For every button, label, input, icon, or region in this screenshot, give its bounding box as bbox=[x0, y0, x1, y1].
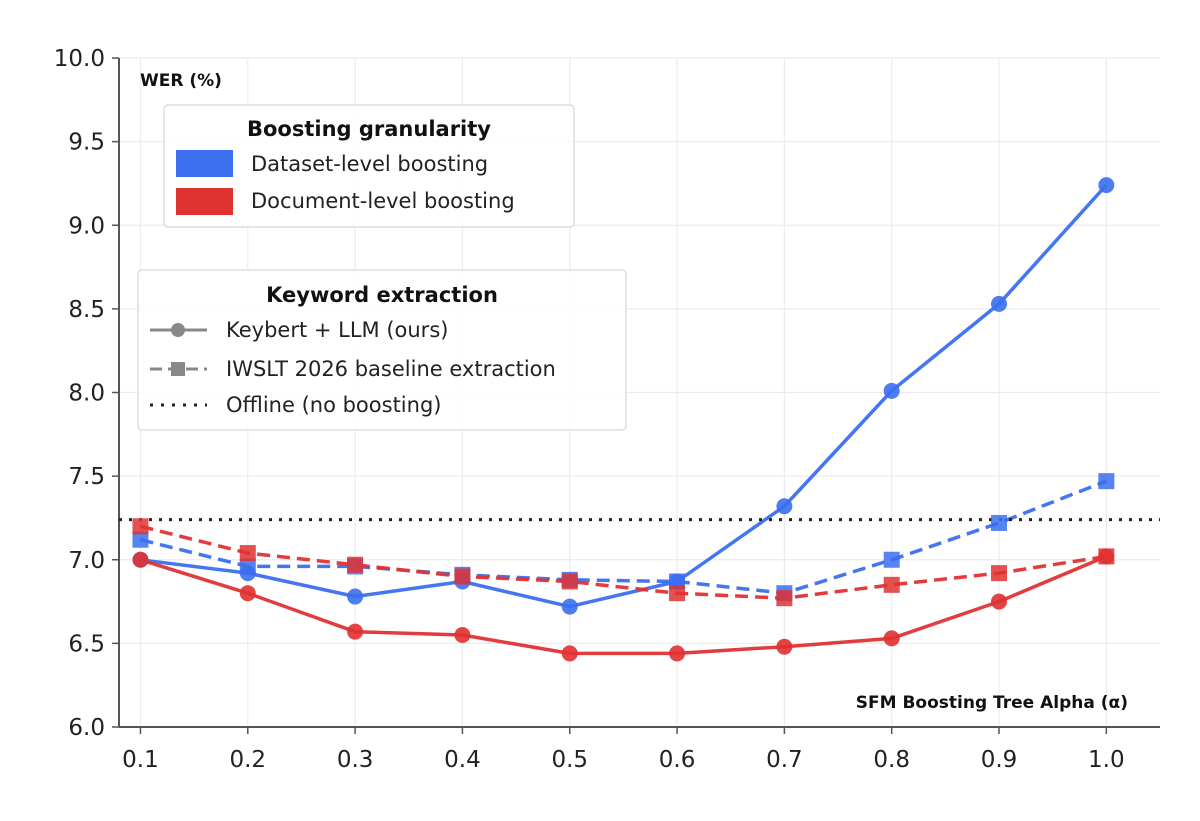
legend-baseline-marker bbox=[171, 362, 185, 376]
data-point-dataset-keybert bbox=[347, 588, 364, 605]
data-point-document-baseline bbox=[454, 568, 471, 585]
legend-granularity-title: Boosting granularity bbox=[247, 117, 491, 141]
legend-extraction-frame bbox=[137, 269, 627, 431]
series-line-dataset-baseline bbox=[140, 479, 1107, 595]
axes bbox=[112, 57, 1160, 734]
y-tick-label: 6.5 bbox=[68, 631, 105, 657]
data-point-document-baseline bbox=[132, 518, 149, 535]
x-tick-label: 0.2 bbox=[229, 747, 266, 773]
data-point-document-keybert bbox=[883, 630, 900, 647]
x-axis-title: SFM Boosting Tree Alpha (α) bbox=[856, 693, 1128, 713]
data-point-dataset-baseline bbox=[132, 531, 149, 548]
data-point-dataset-baseline bbox=[883, 551, 900, 568]
data-point-document-keybert bbox=[132, 551, 149, 568]
y-tick-label: 7.0 bbox=[68, 548, 105, 574]
data-point-dataset-keybert bbox=[1098, 177, 1115, 194]
legend-label-keybert: Keybert + LLM (ours) bbox=[226, 318, 448, 342]
data-point-document-baseline bbox=[239, 545, 256, 562]
y-tick-label: 7.5 bbox=[68, 464, 105, 490]
y-tick-label: 8.0 bbox=[68, 381, 105, 407]
x-tick-label: 0.5 bbox=[551, 747, 588, 773]
y-tick-label: 9.0 bbox=[68, 213, 105, 239]
data-point-document-baseline bbox=[1098, 548, 1115, 565]
legend-label-offline: Offline (no boosting) bbox=[226, 393, 441, 417]
x-tick-label: 0.6 bbox=[659, 747, 696, 773]
legend-patch-document bbox=[176, 188, 233, 215]
data-point-document-baseline bbox=[883, 576, 900, 593]
y-axis-title: WER (%) bbox=[140, 71, 222, 91]
series-line-dataset-keybert bbox=[140, 183, 1108, 609]
tick-labels: 0.1 0.2 0.3 0.4 0.5 0.6 0.7 0.8 0.9 1.0 6.0 6.5 7.0 7… bbox=[54, 46, 1125, 773]
series-line-document-baseline bbox=[140, 524, 1107, 600]
data-point-dataset-keybert bbox=[561, 598, 578, 615]
series-lines bbox=[139, 183, 1108, 656]
y-tick-label: 10.0 bbox=[54, 46, 105, 72]
x-tick-label: 0.8 bbox=[873, 747, 910, 773]
y-tick-label: 8.5 bbox=[68, 297, 105, 323]
data-point-document-keybert bbox=[776, 638, 793, 655]
x-tick-label: 0.3 bbox=[337, 747, 374, 773]
legend-patch-dataset bbox=[176, 150, 233, 177]
data-point-document-baseline bbox=[347, 556, 364, 573]
legend-granularity: Boosting granularity Dataset-level boost… bbox=[163, 104, 575, 228]
legend-extraction-title: Keyword extraction bbox=[266, 283, 498, 307]
data-point-document-keybert bbox=[991, 593, 1008, 610]
legend-label-baseline: IWSLT 2026 baseline extraction bbox=[226, 357, 556, 381]
data-point-dataset-baseline bbox=[1098, 473, 1115, 490]
data-point-document-keybert bbox=[669, 645, 686, 662]
y-tick-label: 9.5 bbox=[68, 130, 105, 156]
data-point-document-keybert bbox=[239, 585, 256, 602]
series-markers bbox=[132, 177, 1115, 662]
data-point-dataset-keybert bbox=[883, 382, 900, 399]
data-point-dataset-keybert bbox=[991, 295, 1008, 312]
data-point-dataset-keybert bbox=[776, 498, 793, 515]
legend-label-document: Document-level boosting bbox=[251, 189, 515, 213]
x-tick-label: 0.9 bbox=[981, 747, 1018, 773]
x-tick-label: 0.7 bbox=[766, 747, 803, 773]
data-point-dataset-baseline bbox=[991, 514, 1008, 531]
legend-label-dataset: Dataset-level boosting bbox=[251, 152, 488, 176]
x-tick-label: 0.1 bbox=[122, 747, 159, 773]
legend-extraction: Keyword extraction Keybert + LLM (ours) … bbox=[137, 269, 627, 431]
legend-keybert-marker bbox=[171, 323, 185, 337]
data-point-dataset-baseline bbox=[239, 558, 256, 575]
data-point-document-keybert bbox=[347, 623, 364, 640]
data-point-document-keybert bbox=[561, 645, 578, 662]
y-tick-label: 6.0 bbox=[68, 715, 105, 741]
series-line-document-keybert bbox=[139, 554, 1107, 656]
data-point-document-baseline bbox=[561, 573, 578, 590]
x-tick-label: 1.0 bbox=[1088, 747, 1125, 773]
data-point-document-baseline bbox=[669, 585, 686, 602]
data-point-document-baseline bbox=[776, 590, 793, 607]
data-point-document-baseline bbox=[991, 565, 1008, 582]
data-point-document-keybert bbox=[454, 627, 471, 644]
legend-granularity-frame bbox=[163, 104, 575, 228]
x-tick-label: 0.4 bbox=[444, 747, 481, 773]
